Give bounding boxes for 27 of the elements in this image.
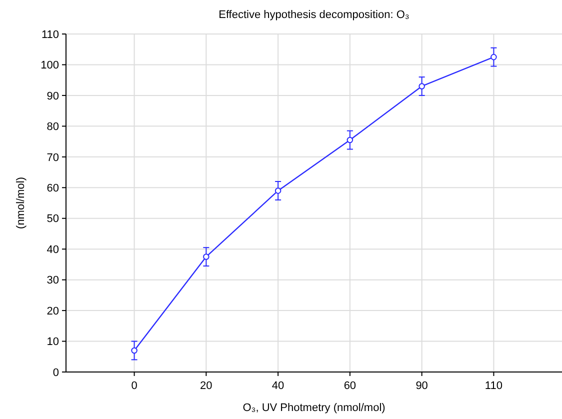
y-tick-label: 30	[46, 274, 59, 287]
y-tick-label: 0	[52, 366, 59, 379]
y-axis-title: (nmol/mol)	[15, 177, 27, 229]
point	[274, 188, 282, 194]
y-tick-label: 40	[46, 244, 59, 256]
y-tick-label: 110	[41, 28, 59, 41]
point	[131, 347, 138, 354]
y-tick-label: 60	[46, 182, 59, 194]
x-tick-label: 0	[131, 380, 138, 392]
x-tick-label: 20	[200, 380, 212, 392]
x-tick-label: 60	[344, 380, 356, 392]
y-tick-label: 100	[40, 60, 59, 72]
y-tick-label: 10	[46, 336, 59, 348]
y-tick-label: 50	[46, 213, 59, 226]
y-tick-label: 80	[46, 121, 59, 134]
x-tick-label: 90	[416, 380, 428, 392]
x-tick-label: 40	[272, 380, 284, 392]
point	[418, 83, 425, 90]
x-tick-label: 110	[484, 380, 502, 392]
x-axis-title: O₃, UV Photmetry (nmol/mol)	[242, 402, 386, 414]
y-tick-label: 90	[46, 90, 59, 102]
y-tick-label: 20	[46, 305, 59, 318]
point	[490, 54, 497, 60]
y-tick-label: 70	[46, 152, 59, 164]
point	[203, 254, 210, 260]
chart-title: Effective hypothesis decomposition: O₃	[218, 9, 410, 21]
point	[346, 136, 354, 144]
